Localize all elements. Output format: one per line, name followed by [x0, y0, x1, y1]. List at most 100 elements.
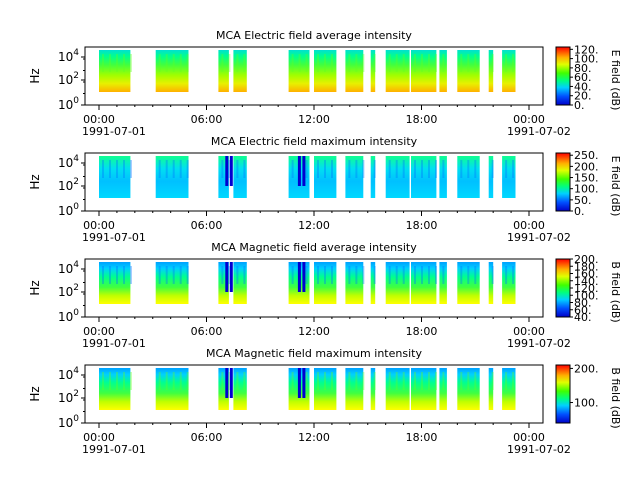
- data-texture: [467, 54, 470, 72]
- data-texture: [243, 372, 246, 390]
- panel-title: MCA Electric field average intensity: [216, 29, 412, 42]
- x-start-date: 1991-07-01: [82, 231, 146, 244]
- data-texture: [421, 54, 423, 72]
- data-texture: [388, 372, 391, 390]
- x-tick-label: 18:00: [406, 219, 438, 232]
- data-texture: [331, 54, 333, 72]
- data-block: [439, 262, 447, 304]
- data-texture: [186, 266, 189, 284]
- data-texture: [324, 160, 326, 178]
- data-texture: [165, 160, 168, 178]
- data-texture: [165, 372, 168, 390]
- data-texture: [221, 160, 224, 178]
- data-texture: [305, 160, 308, 178]
- colorbar-tick-label: 60.: [574, 304, 592, 317]
- data-block: [314, 156, 337, 198]
- data-texture: [109, 266, 111, 284]
- data-texture: [158, 160, 161, 178]
- data-block: [385, 50, 410, 92]
- data-block: [502, 50, 516, 92]
- y-axis-label: Hz: [28, 68, 42, 83]
- data-texture: [130, 266, 132, 284]
- data-texture: [355, 54, 358, 72]
- data-texture: [362, 54, 365, 72]
- data-texture: [236, 372, 239, 390]
- data-texture: [373, 266, 376, 284]
- data-block: [385, 156, 410, 198]
- data-texture: [395, 372, 398, 390]
- colorbar-tick-label: 120.: [574, 43, 599, 56]
- data-texture: [421, 372, 423, 390]
- data-block: [314, 50, 337, 92]
- data-texture: [324, 54, 326, 72]
- data-block: [370, 262, 376, 304]
- panel-4: MCA Magnetic field maximum intensity1001…: [28, 347, 622, 456]
- y-tick-label: 100: [58, 308, 79, 324]
- panel-2: MCA Electric field maximum intensity1001…: [28, 135, 622, 244]
- data-texture: [158, 372, 161, 390]
- data-block: [218, 50, 229, 92]
- data-block: [457, 156, 480, 198]
- y-tick-label: 100: [58, 96, 79, 112]
- data-texture: [317, 54, 319, 72]
- data-texture: [428, 160, 430, 178]
- data-block: [502, 156, 516, 198]
- data-texture: [228, 54, 231, 72]
- data-block: [155, 50, 189, 92]
- data-texture: [388, 54, 391, 72]
- data-texture: [123, 54, 125, 72]
- data-block: [155, 262, 189, 304]
- colorbar: [555, 152, 571, 212]
- data-texture: [243, 54, 246, 72]
- colorbar-tick-label: 120.: [574, 282, 599, 295]
- data-block: [233, 368, 247, 410]
- data-texture: [442, 372, 445, 390]
- data-texture: [467, 372, 470, 390]
- data-texture: [102, 266, 104, 284]
- data-texture: [362, 266, 365, 284]
- data-texture: [179, 266, 182, 284]
- data-texture: [512, 266, 515, 284]
- x-tick-label: 00:00: [513, 431, 545, 444]
- data-block: [314, 368, 337, 410]
- data-texture: [186, 54, 189, 72]
- data-block: [99, 50, 131, 92]
- data-texture: [442, 160, 445, 178]
- data-texture: [116, 160, 118, 178]
- data-texture: [186, 372, 189, 390]
- data-block: [99, 262, 131, 304]
- data-texture: [512, 160, 515, 178]
- data-texture: [348, 54, 351, 72]
- data-texture: [221, 54, 224, 72]
- x-end-date: 1991-07-02: [507, 125, 571, 138]
- data-block: [288, 50, 310, 92]
- data-texture: [467, 266, 470, 284]
- data-texture: [421, 160, 423, 178]
- data-texture: [305, 54, 308, 72]
- data-texture: [467, 160, 470, 178]
- x-end-date: 1991-07-02: [507, 337, 571, 350]
- x-tick-label: 06:00: [191, 219, 223, 232]
- panel-title: MCA Electric field maximum intensity: [211, 135, 418, 148]
- data-block: [233, 262, 247, 304]
- x-start-date: 1991-07-01: [82, 125, 146, 138]
- x-tick-label: 00:00: [83, 219, 115, 232]
- data-texture: [421, 266, 423, 284]
- data-texture: [298, 54, 301, 72]
- colorbar-tick-label: 0.: [574, 205, 585, 218]
- data-texture: [221, 372, 224, 390]
- data-texture: [116, 372, 118, 390]
- colorbar-label: B field (dB): [609, 261, 622, 322]
- data-texture: [317, 266, 319, 284]
- data-texture: [130, 372, 132, 390]
- colorbar-tick-label: 100.: [574, 53, 599, 66]
- y-tick-label: 104: [58, 48, 79, 64]
- intensity-spike: [297, 262, 301, 292]
- data-texture: [491, 372, 494, 390]
- data-texture: [402, 266, 405, 284]
- data-block: [457, 50, 480, 92]
- x-tick-label: 00:00: [83, 325, 115, 338]
- colorbar-tick-label: 100.: [574, 289, 599, 302]
- y-tick-label: 102: [58, 389, 79, 405]
- x-tick-label: 00:00: [83, 431, 115, 444]
